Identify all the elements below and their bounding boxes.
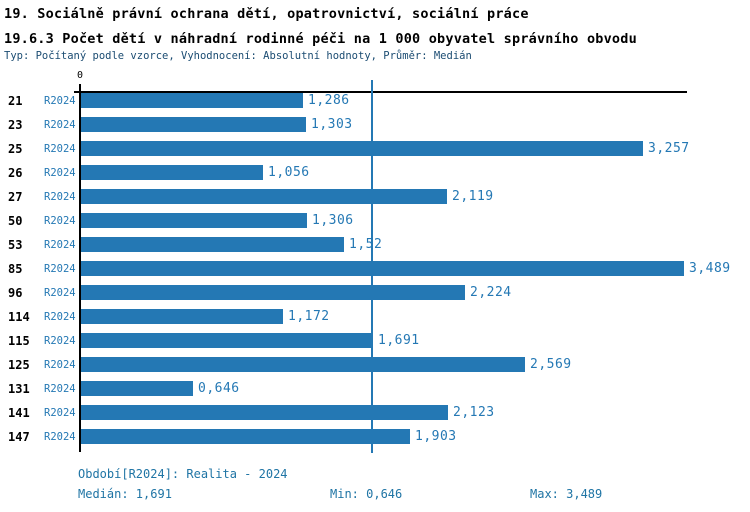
bar-row: 131 R2024 0,646 xyxy=(0,381,750,405)
row-series-label: R2024 xyxy=(44,359,76,371)
bar xyxy=(81,93,303,108)
row-series-label: R2024 xyxy=(44,335,76,347)
bar xyxy=(81,141,643,156)
bar-value-label: 1,903 xyxy=(415,429,457,444)
row-category-label: 50 xyxy=(8,214,23,228)
row-series-label: R2024 xyxy=(44,143,76,155)
bar-row: 147 R2024 1,903 xyxy=(0,429,750,453)
bar-value-label: 1,52 xyxy=(349,237,383,252)
row-series-label: R2024 xyxy=(44,287,76,299)
row-category-label: 131 xyxy=(8,382,30,396)
bar-value-label: 1,306 xyxy=(312,213,354,228)
bar-row: 50 R2024 1,306 xyxy=(0,213,750,237)
footer-median-stat: Medián: 1,691 xyxy=(78,487,172,501)
row-series-label: R2024 xyxy=(44,167,76,179)
bar xyxy=(81,405,448,420)
row-category-label: 85 xyxy=(8,262,23,276)
bar-row: 21 R2024 1,286 xyxy=(0,93,750,117)
y-axis-line xyxy=(79,84,81,452)
row-category-label: 96 xyxy=(8,286,23,300)
row-category-label: 25 xyxy=(8,142,23,156)
row-series-label: R2024 xyxy=(44,263,76,275)
bar-value-label: 3,489 xyxy=(689,261,731,276)
bar-value-label: 1,286 xyxy=(308,93,350,108)
row-category-label: 115 xyxy=(8,334,30,348)
bar-value-label: 1,172 xyxy=(288,309,330,324)
row-series-label: R2024 xyxy=(44,95,76,107)
bar-value-label: 1,303 xyxy=(311,117,353,132)
footer-period-label: Období[R2024]: Realita - 2024 xyxy=(78,467,288,481)
row-category-label: 114 xyxy=(8,310,30,324)
bar xyxy=(81,381,193,396)
bar xyxy=(81,285,465,300)
row-series-label: R2024 xyxy=(44,311,76,323)
bar-row: 141 R2024 2,123 xyxy=(0,405,750,429)
footer-min-stat: Min: 0,646 xyxy=(330,487,403,501)
bar-value-label: 2,119 xyxy=(452,189,494,204)
x-axis-zero-label: 0 xyxy=(76,70,84,81)
bar-row: 125 R2024 2,569 xyxy=(0,357,750,381)
bar-value-label: 1,691 xyxy=(378,333,420,348)
bar xyxy=(81,357,525,372)
bar xyxy=(81,429,410,444)
row-series-label: R2024 xyxy=(44,431,76,443)
bar xyxy=(81,261,684,276)
bar-row: 114 R2024 1,172 xyxy=(0,309,750,333)
row-category-label: 141 xyxy=(8,406,30,420)
bar-value-label: 2,569 xyxy=(530,357,572,372)
chart-subtitle: Typ: Počítaný podle vzorce, Vyhodnocení:… xyxy=(4,50,472,62)
bar-row: 115 R2024 1,691 xyxy=(0,333,750,357)
row-series-label: R2024 xyxy=(44,191,76,203)
row-series-label: R2024 xyxy=(44,119,76,131)
bar-row: 53 R2024 1,52 xyxy=(0,237,750,261)
chart-title-line1: 19. Sociálně právní ochrana dětí, opatro… xyxy=(4,6,529,22)
bar xyxy=(81,237,344,252)
row-series-label: R2024 xyxy=(44,239,76,251)
bar-value-label: 1,056 xyxy=(268,165,310,180)
row-category-label: 21 xyxy=(8,94,23,108)
row-category-label: 53 xyxy=(8,238,23,252)
bar-row: 27 R2024 2,119 xyxy=(0,189,750,213)
bar-value-label: 2,123 xyxy=(453,405,495,420)
x-axis-line xyxy=(74,91,687,93)
bar-row: 25 R2024 3,257 xyxy=(0,141,750,165)
row-series-label: R2024 xyxy=(44,407,76,419)
row-series-label: R2024 xyxy=(44,383,76,395)
bar-row: 85 R2024 3,489 xyxy=(0,261,750,285)
row-category-label: 26 xyxy=(8,166,23,180)
footer-max-stat: Max: 3,489 xyxy=(530,487,603,501)
bar-value-label: 3,257 xyxy=(648,141,690,156)
bar xyxy=(81,165,263,180)
bar xyxy=(81,117,306,132)
bar-value-label: 0,646 xyxy=(198,381,240,396)
bar xyxy=(81,333,373,348)
row-category-label: 23 xyxy=(8,118,23,132)
bar xyxy=(81,309,283,324)
row-category-label: 125 xyxy=(8,358,30,372)
bar-row: 96 R2024 2,224 xyxy=(0,285,750,309)
row-category-label: 27 xyxy=(8,190,23,204)
bar xyxy=(81,189,447,204)
bar xyxy=(81,213,307,228)
row-series-label: R2024 xyxy=(44,215,76,227)
bar-row: 23 R2024 1,303 xyxy=(0,117,750,141)
row-category-label: 147 xyxy=(8,430,30,444)
bar-row: 26 R2024 1,056 xyxy=(0,165,750,189)
chart-title-line2: 19.6.3 Počet dětí v náhradní rodinné péč… xyxy=(4,31,637,47)
bar-value-label: 2,224 xyxy=(470,285,512,300)
